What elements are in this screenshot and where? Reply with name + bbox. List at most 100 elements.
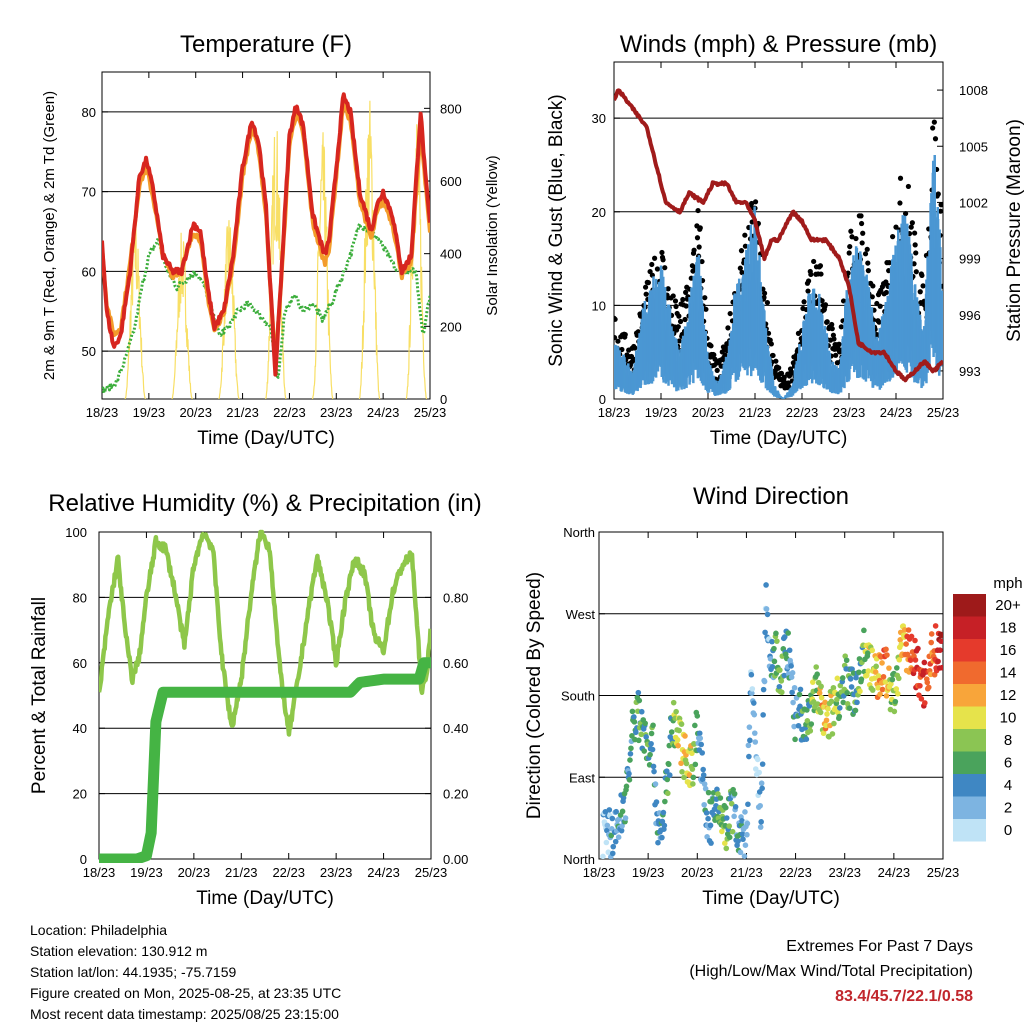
gust-point (938, 202, 943, 208)
direction-point (879, 660, 885, 666)
gust-point (897, 200, 903, 206)
direction-point (928, 631, 935, 637)
x-tick-label: 22/23 (273, 405, 306, 420)
x-tick-label: 20/23 (179, 405, 212, 420)
x-axis-label: Time (Day/UTC) (197, 428, 335, 449)
direction-point (636, 737, 642, 744)
gust-point (738, 248, 745, 254)
direction-point (762, 629, 768, 636)
direction-point (893, 686, 900, 692)
direction-point (648, 740, 654, 747)
direction-point (797, 686, 804, 693)
panel-title: Winds (mph) & Pressure (mb) (620, 31, 937, 58)
gust-point (703, 306, 709, 312)
gust-point (708, 343, 714, 349)
legend-swatch (953, 751, 986, 774)
gust-point (683, 289, 689, 295)
direction-point (626, 777, 633, 783)
gust-point (862, 251, 869, 257)
direction-point (749, 686, 756, 692)
direction-point (850, 670, 857, 676)
direction-point (809, 679, 816, 685)
gust-point (864, 246, 870, 252)
gust-point (711, 352, 717, 358)
direction-point (615, 834, 622, 841)
gust-point (764, 299, 771, 306)
plot-area (614, 88, 943, 399)
direction-point (761, 678, 768, 685)
direction-point (741, 853, 748, 859)
direction-point (918, 696, 925, 702)
direction-point (699, 776, 706, 783)
y-tick-label: 80 (73, 590, 87, 605)
y-axis-label: 2m & 9m T (Red, Orange) & 2m Td (Green) (41, 91, 58, 380)
legend-swatch (953, 661, 986, 684)
direction-point (701, 781, 708, 787)
x-tick-label: 20/23 (178, 865, 211, 880)
direction-point (921, 659, 928, 666)
plot-area (99, 529, 431, 863)
y-tick-label: North (563, 852, 595, 867)
y-right-tick-label: 0.60 (443, 656, 468, 671)
direction-point (705, 789, 712, 796)
legend-label: 8 (1004, 732, 1012, 749)
y-tick-label: 40 (73, 721, 87, 736)
direction-point (744, 831, 750, 838)
plot-frame (98, 531, 432, 860)
direction-point (697, 735, 704, 742)
gust-point (865, 260, 871, 266)
direction-point (694, 713, 701, 719)
direction-point (760, 686, 767, 693)
direction-point (856, 669, 862, 676)
gust-point (830, 332, 836, 338)
direction-point (840, 699, 847, 706)
gust-point (935, 191, 941, 197)
x-tick-label: 21/23 (730, 865, 763, 880)
y-right-tick-label: 0.00 (443, 852, 468, 867)
direction-point (662, 798, 668, 805)
gust-point (840, 298, 847, 304)
x-tick-label: 24/23 (880, 405, 913, 420)
gust-point (822, 302, 829, 308)
gust-point (675, 324, 681, 330)
direction-point (803, 736, 810, 743)
direction-point (689, 766, 696, 772)
direction-point (660, 809, 667, 816)
direction-point (748, 671, 755, 678)
direction-point (631, 714, 637, 720)
direction-point (865, 668, 872, 674)
gust-point (662, 265, 668, 271)
x-axis-label: Time (Day/UTC) (196, 888, 334, 909)
direction-point (628, 745, 634, 752)
gust-point (877, 303, 883, 309)
direction-point (922, 700, 928, 706)
direction-point (665, 790, 671, 797)
direction-point (897, 637, 904, 643)
legend-swatch (953, 684, 986, 707)
direction-point (744, 820, 751, 827)
solar-insolation-line (311, 132, 334, 399)
gust-point (765, 330, 772, 336)
gust-point (913, 250, 919, 256)
gust-point (819, 298, 825, 304)
direction-point (749, 690, 755, 696)
gust-point (694, 235, 701, 241)
legend-swatch (953, 774, 986, 797)
direction-point (828, 698, 835, 705)
gust-point (848, 228, 854, 234)
x-tick-label: 19/23 (632, 865, 665, 880)
gust-point (695, 207, 701, 214)
direction-point (786, 647, 793, 654)
direction-point (901, 627, 908, 633)
plot-area (600, 582, 943, 859)
direction-point (818, 683, 824, 690)
direction-point (659, 834, 665, 841)
direction-point (907, 657, 914, 663)
direction-point (619, 823, 625, 829)
direction-point (853, 674, 859, 681)
direction-point (825, 706, 831, 712)
x-tick-label: 18/23 (86, 405, 119, 420)
x-tick-label: 19/23 (133, 405, 166, 420)
legend-swatch (953, 639, 986, 662)
